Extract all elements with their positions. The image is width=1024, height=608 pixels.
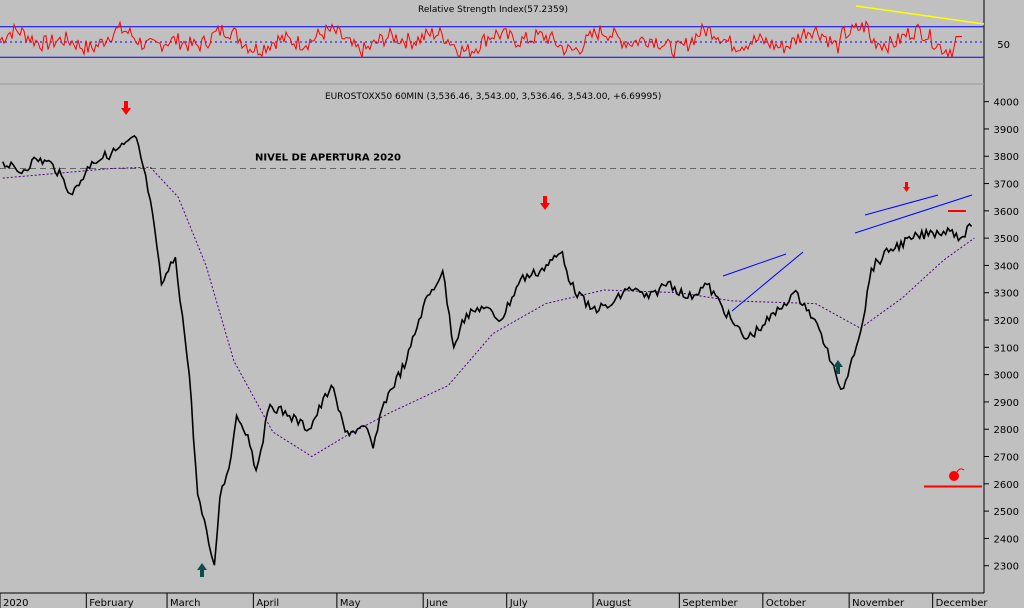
x-tick-label: July xyxy=(509,598,528,608)
arrow-down-icon xyxy=(121,101,131,115)
y-tick-label: 2800 xyxy=(994,425,1019,436)
x-tick-label: August xyxy=(596,598,631,608)
y-tick-label: 3200 xyxy=(994,316,1019,327)
y-tick-label: 3600 xyxy=(994,207,1019,218)
y-tick-label: 3800 xyxy=(994,152,1019,163)
x-tick-label: October xyxy=(766,598,807,608)
x-tick-label: June xyxy=(425,598,448,608)
y-tick-label: 3900 xyxy=(994,125,1019,136)
y-tick-label: 3400 xyxy=(994,261,1019,272)
x-tick-label: 2020 xyxy=(3,598,28,608)
rsi-divergence-trendline xyxy=(855,5,985,25)
y-tick-label: 2700 xyxy=(994,453,1019,464)
x-tick-label: March xyxy=(170,598,200,608)
arrow-up-icon xyxy=(197,563,207,577)
x-tick-label: April xyxy=(256,598,279,608)
channel-dec-upper xyxy=(864,194,939,216)
arrow-down-icon xyxy=(540,196,550,210)
y-tick-label: 3500 xyxy=(994,234,1019,245)
rsi-tick-50: 50 xyxy=(997,40,1010,51)
y-tick-label: 2600 xyxy=(994,480,1019,491)
x-tick-label: May xyxy=(340,598,361,608)
arrow-up-icon xyxy=(833,360,843,374)
x-tick-label: December xyxy=(936,598,989,608)
arrow-down-icon xyxy=(903,182,910,192)
y-tick-label: 3300 xyxy=(994,289,1019,300)
x-tick-label: February xyxy=(89,598,133,608)
reference-level-label: NIVEL DE APERTURA 2020 xyxy=(255,153,401,164)
price-y-axis: 2300 2400 2500 2600 2700 2800 2900 3000 3100 3200… xyxy=(984,98,1019,573)
x-tick-label: September xyxy=(682,598,738,608)
price-x-axis: 2020 February March April May June July August S… xyxy=(0,593,988,608)
bomb-fuse-icon xyxy=(956,468,965,473)
y-tick-label: 3000 xyxy=(994,371,1019,382)
y-tick-label: 3100 xyxy=(994,343,1019,354)
y-tick-label: 2300 xyxy=(994,562,1019,573)
y-tick-label: 3700 xyxy=(994,180,1019,191)
y-tick-label: 2900 xyxy=(994,398,1019,409)
moving-average-line xyxy=(2,166,975,458)
rsi-line xyxy=(0,20,962,59)
bomb-icon xyxy=(949,471,959,481)
price-title: EUROSTOXX50 60MIN (3,536.46, 3,543.00, 3… xyxy=(325,92,661,102)
y-tick-label: 4000 xyxy=(994,98,1019,109)
y-tick-label: 2400 xyxy=(994,534,1019,545)
channel-dec-lower xyxy=(854,194,973,234)
price-line xyxy=(2,134,973,566)
price-panel xyxy=(0,88,984,593)
y-tick-label: 2500 xyxy=(994,507,1019,518)
rsi-title: Relative Strength Index(57.2359) xyxy=(418,5,568,15)
channel-oct-upper xyxy=(722,253,787,277)
x-tick-label: November xyxy=(852,598,905,608)
